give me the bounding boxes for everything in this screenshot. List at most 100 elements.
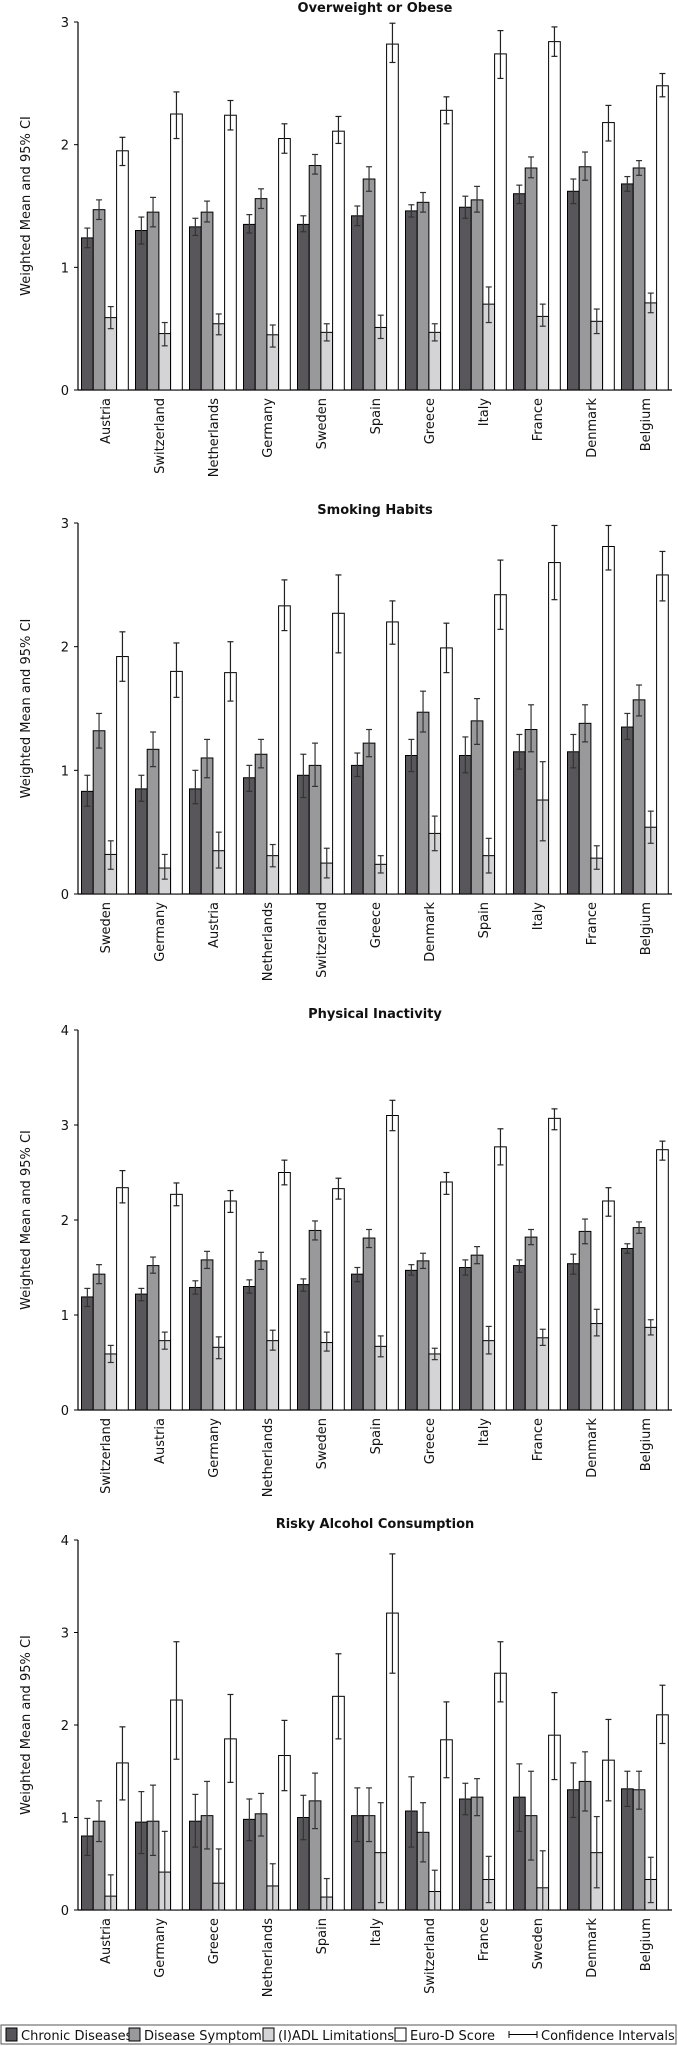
error-bar <box>497 29 504 80</box>
bar <box>416 711 430 895</box>
error-bar <box>659 550 666 602</box>
bar <box>459 1267 472 1411</box>
x-tick-label: Denmark <box>423 902 438 962</box>
y-tick-label: 0 <box>61 1904 69 1919</box>
error-bar <box>150 731 157 768</box>
error-bar <box>377 855 384 874</box>
bar <box>470 199 484 391</box>
error-bar <box>150 1256 157 1274</box>
bar <box>332 130 345 391</box>
bar <box>81 1296 94 1411</box>
error-bar <box>227 1693 234 1783</box>
error-bar <box>335 1177 342 1200</box>
chart-panel: Physical Inactivity Weighted Mean and 95%… <box>19 1007 672 1497</box>
bar <box>644 302 658 391</box>
bar <box>92 730 106 895</box>
chart-panel: Smoking Habits Weighted Mean and 95% CI 0 1… <box>19 503 672 981</box>
error-bar <box>462 195 469 219</box>
error-bar <box>84 1287 91 1308</box>
x-tick-label: Germany <box>261 398 276 458</box>
error-bar <box>119 1726 126 1801</box>
bar <box>644 1326 658 1411</box>
x-tick-label: Denmark <box>585 1418 600 1478</box>
error-bar <box>215 1336 222 1360</box>
y-tick-label: 1 <box>61 261 69 276</box>
bar <box>170 670 183 895</box>
bar <box>548 41 561 391</box>
bar <box>200 211 214 391</box>
error-bar <box>84 1817 91 1857</box>
bar <box>170 1193 183 1411</box>
chart-title: Smoking Habits <box>317 503 433 518</box>
error-bar <box>215 831 222 869</box>
error-bar <box>323 1331 330 1352</box>
x-tick-label: Belgium <box>639 1418 654 1471</box>
bar <box>602 545 615 895</box>
bar <box>536 1337 550 1411</box>
error-bar <box>431 1347 438 1361</box>
chart-panel: Risky Alcohol Consumption Weighted Mean a… <box>19 1517 672 1997</box>
legend: Chronic Diseases Disease Symptoms (I)ADL L… <box>0 2024 677 2045</box>
x-tick-label: Switzerland <box>99 1418 114 1494</box>
error-bar <box>258 1251 265 1271</box>
error-bar <box>582 704 589 743</box>
bar <box>416 1260 430 1411</box>
legend-label: Chronic Diseases <box>21 2029 133 2044</box>
error-bar <box>258 738 265 769</box>
x-tick-label: Netherlands <box>207 398 222 477</box>
x-tick-label: Greece <box>369 902 384 948</box>
error-bar <box>551 1692 558 1781</box>
x-tick-label: Austria <box>99 1918 114 1964</box>
error-bar <box>161 1331 168 1350</box>
legend-swatch <box>5 2027 18 2042</box>
error-bar <box>227 1189 234 1214</box>
x-tick-label: Greece <box>207 1918 222 1964</box>
legend-swatch <box>128 2027 141 2042</box>
legend-item: Chronic Diseases <box>5 2027 133 2044</box>
error-bar <box>107 1874 114 1911</box>
error-bar <box>173 642 180 698</box>
bar <box>494 53 507 391</box>
error-bar <box>312 742 319 788</box>
bar <box>567 751 580 895</box>
x-tick-label: Sweden <box>99 902 114 953</box>
error-bar <box>269 1329 276 1351</box>
bar <box>494 1146 507 1411</box>
error-bar <box>173 91 180 140</box>
error-bar <box>366 1228 373 1249</box>
error-bar <box>204 1780 211 1850</box>
error-bar <box>516 1259 523 1273</box>
x-tick-label: Denmark <box>585 1918 600 1978</box>
error-bar <box>192 1793 199 1848</box>
error-bar <box>173 1641 180 1760</box>
error-bar <box>204 1250 211 1270</box>
bar <box>513 751 526 895</box>
error-bar <box>408 1264 415 1276</box>
chart-title: Overweight or Obese <box>298 1 453 16</box>
error-bar <box>281 123 288 154</box>
bar <box>632 1227 646 1411</box>
legend-label: Euro-D Score <box>410 2029 495 2044</box>
error-bar <box>215 313 222 336</box>
error-bar <box>312 1772 319 1830</box>
error-bar <box>443 622 450 674</box>
error-bar <box>192 217 199 237</box>
bar <box>494 594 507 895</box>
y-tick-label: 3 <box>61 1627 69 1642</box>
error-bar <box>474 1778 481 1817</box>
x-tick-label: Germany <box>153 902 168 962</box>
bar <box>405 210 418 391</box>
x-tick-label: Sweden <box>315 1418 330 1469</box>
x-tick-label: Belgium <box>639 902 654 955</box>
bar <box>548 562 561 895</box>
error-bar <box>173 1182 180 1207</box>
error-bar <box>647 1856 654 1904</box>
bar <box>548 1117 561 1411</box>
bar <box>278 138 291 391</box>
bar <box>146 748 160 895</box>
error-bar <box>366 166 373 192</box>
error-bar <box>528 1228 535 1246</box>
x-tick-label: Netherlands <box>261 902 276 981</box>
error-bar <box>192 1280 199 1295</box>
